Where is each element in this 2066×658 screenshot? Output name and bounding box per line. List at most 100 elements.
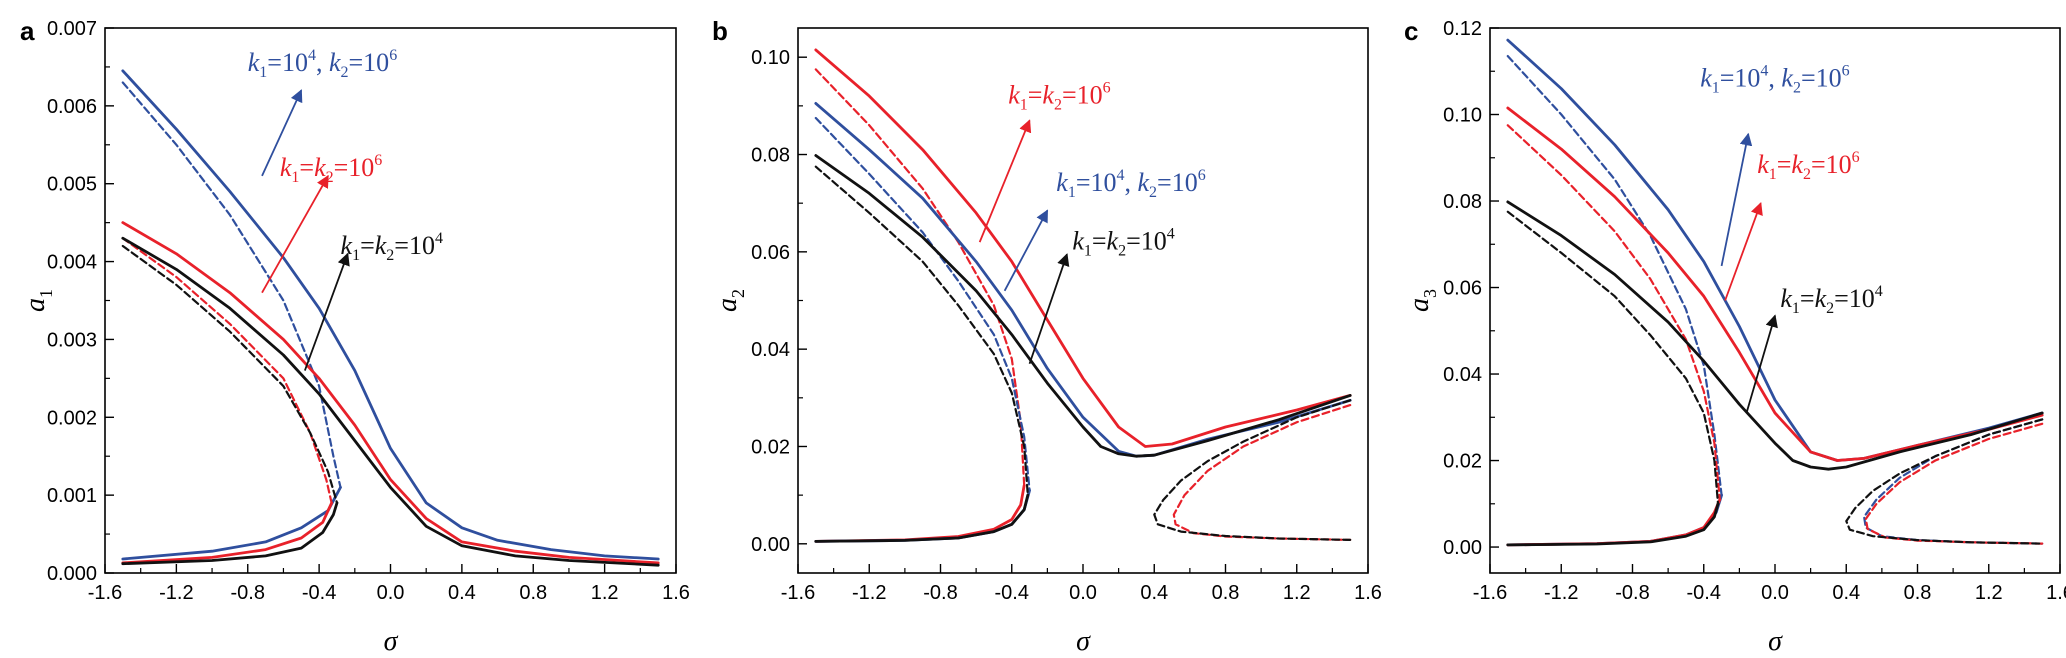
- x-tick-label: 0.8: [1212, 582, 1240, 604]
- series-line-blue-solid: [121, 486, 342, 561]
- x-tick-label: -0.8: [231, 582, 265, 604]
- y-tick-label: 0.00: [751, 534, 790, 556]
- x-tick-label: 0.0: [377, 582, 405, 604]
- y-tick-label: 0.004: [47, 252, 97, 274]
- x-tick-label: -1.6: [1473, 582, 1507, 604]
- series-line-blue-solid: [121, 69, 660, 561]
- x-tick-label: -0.8: [1615, 582, 1649, 604]
- y-tick-label: 0.02: [751, 436, 790, 458]
- series-line-blue-solid: [814, 102, 1352, 458]
- y-tick-label: 0.06: [1443, 278, 1482, 300]
- series-line-black-dashed: [814, 165, 1029, 497]
- x-tick-label: 0.4: [448, 582, 476, 604]
- series-line-blue-dashed: [1506, 55, 1723, 497]
- series-line-black-dashed: [1845, 418, 2044, 545]
- y-tick-label: 0.005: [47, 174, 97, 196]
- x-tick-label: -0.8: [923, 582, 957, 604]
- series-line-red-solid: [814, 48, 1352, 448]
- series-line-red-solid: [1506, 106, 2044, 462]
- y-tick-label: 0.007: [47, 18, 97, 40]
- series-line-black-solid: [1506, 502, 1720, 547]
- annotation-label: k1=k2=104: [1780, 283, 1882, 317]
- series-line-black-solid: [814, 154, 1352, 458]
- x-tick-label: -1.6: [88, 582, 122, 604]
- y-tick-label: 0.06: [751, 242, 790, 264]
- series-line-red-solid: [121, 501, 333, 565]
- y-tick-label: 0.08: [1443, 191, 1482, 213]
- x-tick-label: 0.4: [1832, 582, 1860, 604]
- annotation-label: k1=k2=106: [1757, 149, 1859, 183]
- y-tick-label: 0.10: [751, 47, 790, 69]
- annotation-arrow: [261, 89, 303, 177]
- y-tick-label: 0.04: [1443, 364, 1482, 386]
- plot-frame: [104, 27, 677, 574]
- plot-frame: [1489, 27, 2061, 574]
- x-tick-label: -1.6: [781, 582, 815, 604]
- y-tick-label: 0.10: [1443, 105, 1482, 127]
- series-line-black-dashed: [1506, 210, 1720, 505]
- series-line-blue-solid: [1506, 38, 2044, 462]
- y-tick-label: 0.04: [751, 339, 790, 361]
- x-tick-label: -1.2: [159, 582, 193, 604]
- series-line-black-dashed: [121, 244, 339, 504]
- y-axis-label: a2: [712, 289, 748, 312]
- x-tick-label: 0.4: [1140, 582, 1168, 604]
- annotation-arrow: [978, 119, 1032, 243]
- series-line-red-solid: [1506, 498, 1722, 547]
- x-tick-label: 1.6: [2046, 582, 2066, 604]
- annotation-arrow: [1028, 253, 1070, 365]
- x-tick-label: 1.6: [1354, 582, 1382, 604]
- series-line-black-solid: [121, 236, 660, 567]
- y-tick-label: 0.002: [47, 407, 97, 429]
- x-tick-label: 0.0: [1069, 582, 1097, 604]
- series-line-blue-solid: [1506, 493, 1723, 547]
- y-axis-label: a3: [1404, 289, 1440, 312]
- y-tick-label: 0.003: [47, 329, 97, 351]
- annotation-label: k1=k2=104: [341, 230, 443, 264]
- x-tick-label: -0.4: [1687, 582, 1721, 604]
- series-line-blue-solid: [814, 488, 1031, 543]
- x-axis-label: σ: [384, 626, 399, 657]
- y-tick-label: 0.00: [1443, 537, 1482, 559]
- panel-c: -1.6 -1.2 -0.8 -0.4 0.0 0.4 0.8 1.2 1.6 0.00 0.02 0…: [1404, 16, 2066, 657]
- y-tick-label: 0.000: [47, 563, 97, 585]
- x-tick-label: 1.6: [662, 582, 690, 604]
- annotation-arrow: [261, 174, 329, 294]
- x-tick-label: 0.8: [519, 582, 547, 604]
- annotation-label: k1=k2=104: [1072, 225, 1174, 259]
- panel-letter: b: [712, 16, 728, 46]
- x-tick-label: 1.2: [1975, 582, 2003, 604]
- x-tick-label: -0.4: [995, 582, 1029, 604]
- x-tick-label: 0.8: [1904, 582, 1932, 604]
- series-line-black-solid: [1506, 200, 2044, 471]
- series-line-black-solid: [814, 493, 1030, 543]
- x-axis-label: σ: [1768, 626, 1783, 657]
- y-tick-label: 0.02: [1443, 451, 1482, 473]
- series-line-black-solid: [121, 501, 339, 566]
- annotation-label: k1=k2=106: [280, 152, 382, 186]
- annotation-label: k1=104, k2=106: [248, 47, 397, 81]
- x-tick-label: 1.2: [591, 582, 619, 604]
- x-tick-label: 1.2: [1283, 582, 1311, 604]
- annotation-label: k1=k2=106: [1008, 79, 1110, 113]
- series-line-red-solid: [121, 221, 660, 565]
- panel-a: -1.6 -1.2 -0.8 -0.4 0.0 0.4 0.8 1.2 1.6 0.000 0.00…: [20, 16, 690, 657]
- y-axis-label: a1: [20, 289, 56, 312]
- annotation-arrow: [304, 252, 350, 371]
- annotation-arrow: [1720, 132, 1753, 267]
- x-tick-label: 0.0: [1761, 582, 1789, 604]
- annotation-label: k1=104, k2=106: [1700, 62, 1849, 96]
- series-line-red-dashed: [121, 237, 333, 504]
- panel-letter: c: [1404, 16, 1418, 46]
- y-tick-label: 0.006: [47, 96, 97, 118]
- series-line-red-dashed: [1506, 124, 1721, 501]
- y-tick-label: 0.08: [751, 145, 790, 167]
- annotation-label: k1=104, k2=106: [1056, 167, 1205, 201]
- x-axis-label: σ: [1076, 626, 1091, 657]
- series-line-blue-dashed: [121, 81, 342, 489]
- x-tick-label: -0.4: [302, 582, 336, 604]
- x-tick-label: -1.2: [1544, 582, 1578, 604]
- series-line-blue-dashed: [814, 116, 1031, 492]
- annotation-arrow: [1003, 209, 1049, 292]
